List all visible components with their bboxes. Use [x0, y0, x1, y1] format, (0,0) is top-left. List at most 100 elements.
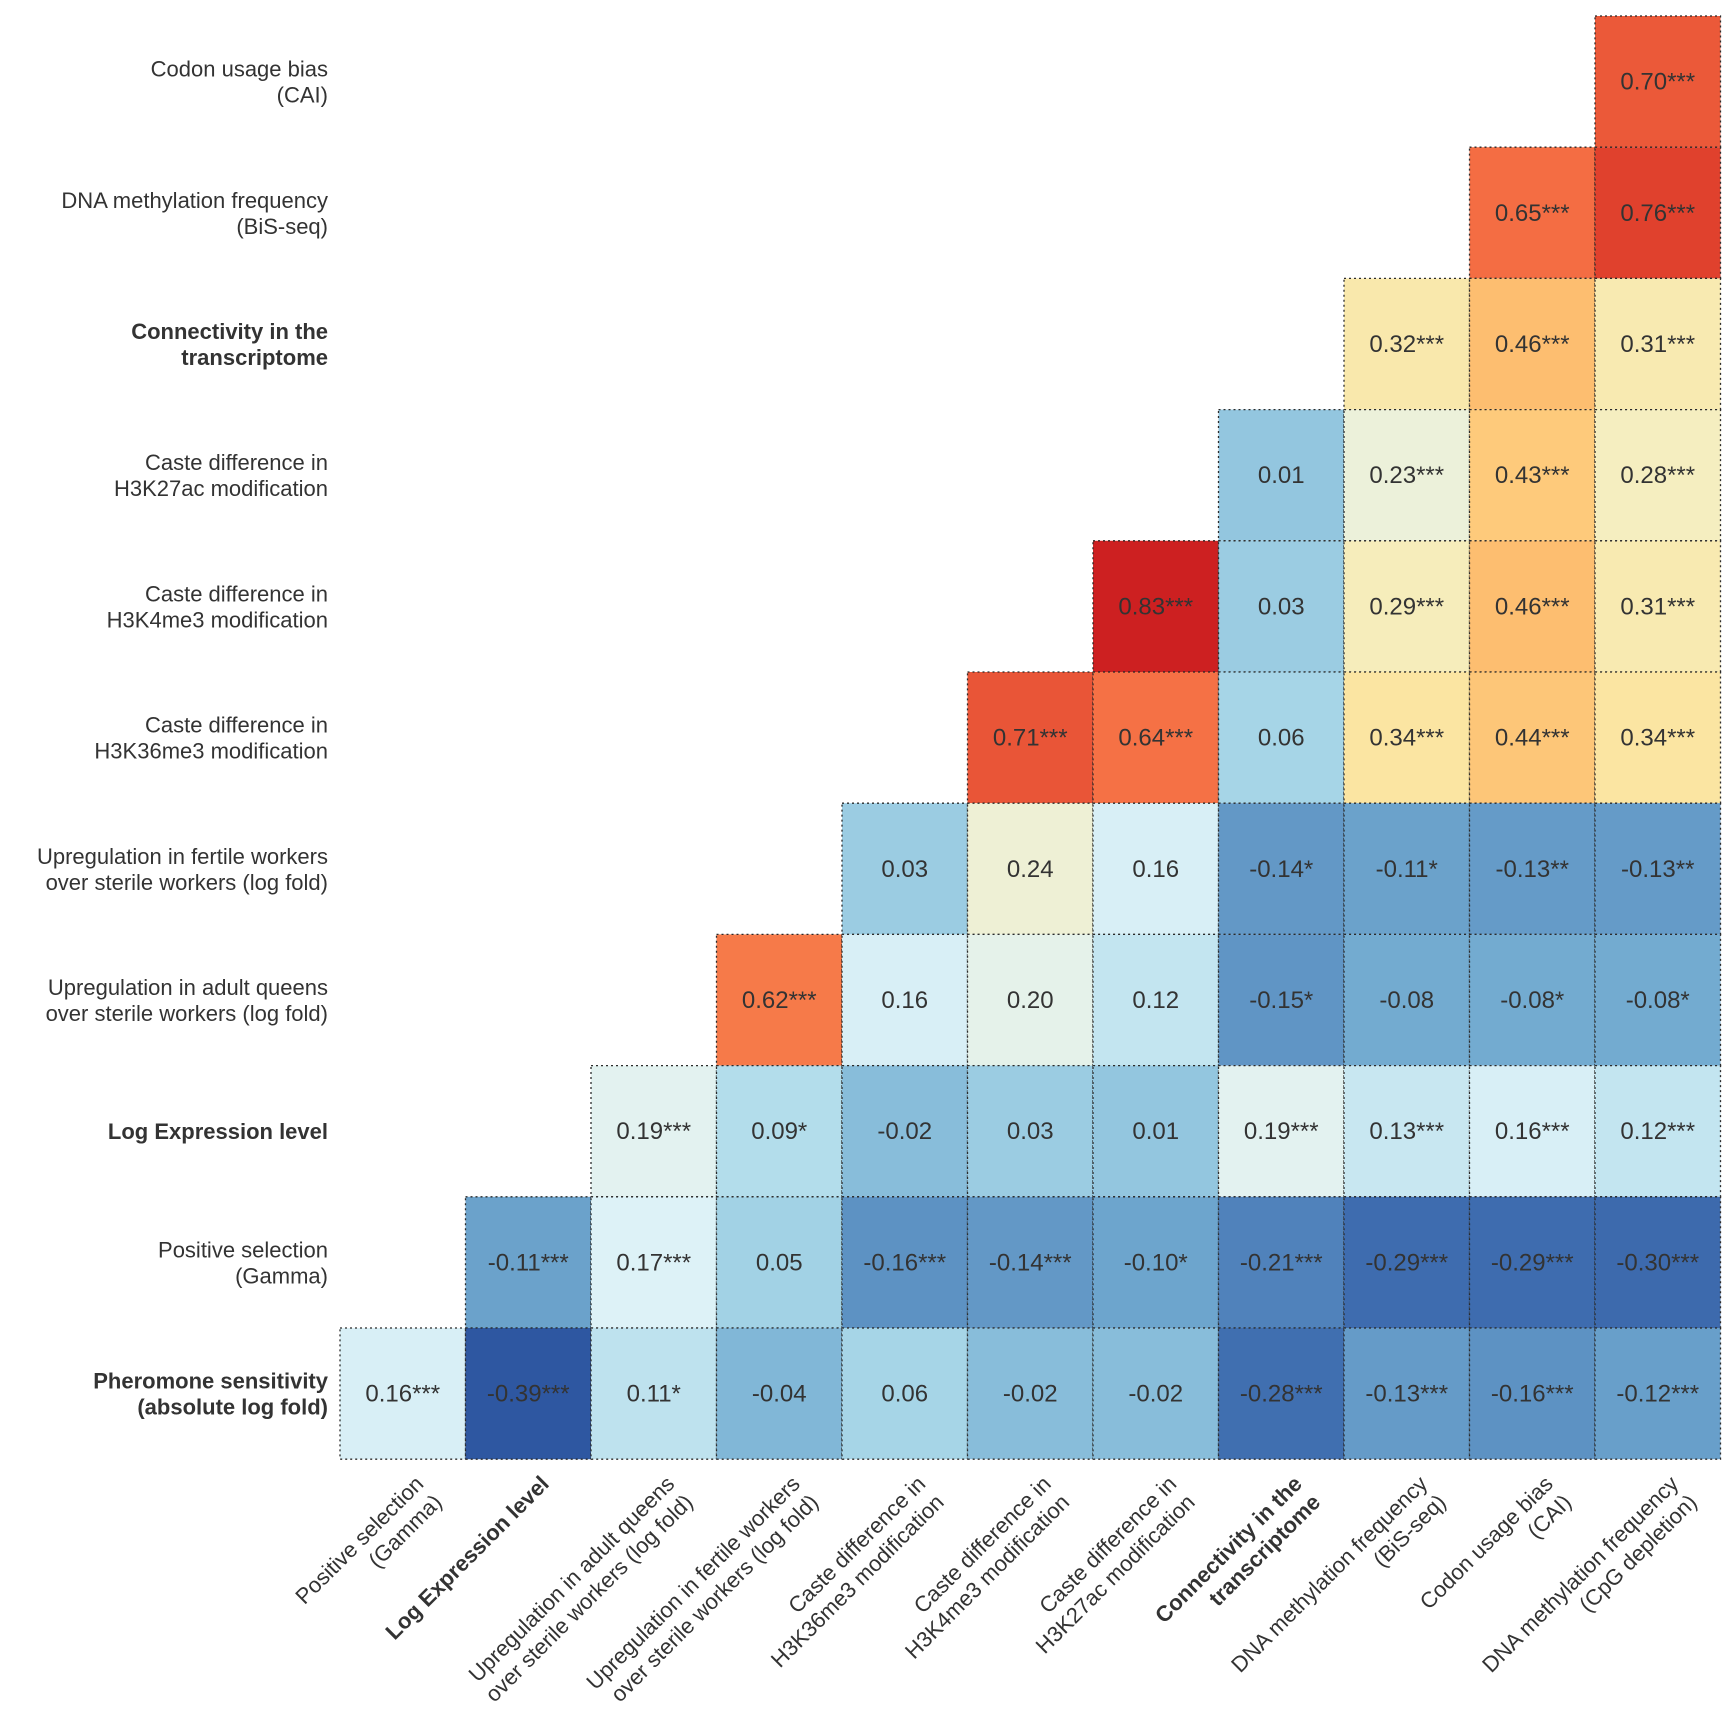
cell-value-label: 0.44***	[1495, 725, 1570, 752]
cell-value-label: 0.11*	[627, 1381, 681, 1408]
cell-value-label: -0.11***	[488, 1249, 569, 1276]
heatmap-cell: -0.13**	[1594, 802, 1722, 936]
cell-rect	[715, 1327, 843, 1460]
cell-value-label: -0.28***	[1240, 1381, 1323, 1408]
cell-value-label: -0.02	[1003, 1381, 1058, 1408]
cell-value-label: -0.29***	[1365, 1249, 1448, 1276]
cell-value-label: 0.19***	[1244, 1118, 1319, 1145]
cell-value-label: 0.64***	[1118, 725, 1193, 752]
cell-value-label: 0.01	[1132, 1118, 1179, 1145]
heatmap-cell: 0.16***	[339, 1327, 467, 1460]
heatmap-cell: 0.83***	[1092, 540, 1220, 673]
heatmap-cell: -0.08*	[1468, 933, 1596, 1067]
cell-rect	[966, 671, 1094, 804]
heatmap-cell: 0.16	[841, 933, 969, 1067]
cell-rect	[1217, 933, 1345, 1067]
heatmap-cell: 0.01	[1217, 408, 1345, 542]
cell-value-label: -0.16***	[1491, 1381, 1574, 1408]
heatmap-cell: 0.11*	[590, 1327, 718, 1460]
cell-rect	[1468, 671, 1596, 804]
cell-rect	[1092, 1064, 1220, 1198]
heatmap-cell: 0.76***	[1594, 146, 1722, 280]
heatmap-cell: 0.19***	[1217, 1064, 1345, 1198]
cell-value-label: 0.46***	[1495, 593, 1570, 620]
heatmap-cell: -0.13***	[1343, 1327, 1471, 1460]
cell-rect	[1343, 277, 1471, 411]
heatmap-cell: 0.28***	[1594, 408, 1722, 542]
cell-value-label: 0.13***	[1369, 1118, 1444, 1145]
cell-value-label: 0.71***	[993, 725, 1068, 752]
heatmap-cell: -0.13**	[1468, 802, 1596, 936]
heatmap-cell: -0.02	[1092, 1327, 1220, 1460]
cell-value-label: 0.29***	[1369, 593, 1444, 620]
cell-value-label: 0.06	[881, 1381, 928, 1408]
heatmap-cell: 0.31***	[1594, 540, 1722, 673]
heatmap-cell: 0.43***	[1468, 408, 1596, 542]
cell-rect	[1217, 1327, 1345, 1460]
cell-value-label: -0.14*	[1249, 856, 1313, 883]
cell-value-label: 0.46***	[1495, 331, 1570, 358]
heatmap-cell: -0.28***	[1217, 1327, 1345, 1460]
column-label: Upregulation in fertile workersover ster…	[581, 1471, 823, 1713]
cell-value-label: -0.13**	[1621, 856, 1694, 883]
cell-value-label: 0.34***	[1620, 725, 1695, 752]
heatmap-cell: -0.08	[1343, 933, 1471, 1067]
heatmap-cell: 0.24	[966, 802, 1094, 936]
cells-layer: 0.70*** 0.65*** 0.76*** 0.32*** 0.46*** 0.31*…	[339, 15, 1722, 1460]
cell-value-label: -0.39***	[487, 1381, 570, 1408]
row-label: Caste difference in H3K36me3 modification	[94, 713, 328, 764]
cell-value-label: 0.16	[1132, 856, 1179, 883]
cell-rect	[1594, 408, 1722, 542]
cell-value-label: 0.12***	[1620, 1118, 1695, 1145]
heatmap-cell: -0.30***	[1594, 1196, 1722, 1329]
cell-value-label: 0.83***	[1118, 593, 1193, 620]
heatmap-cell: 0.16	[1092, 802, 1220, 936]
row-labels: Codon usage bias (CAI) DNA methylation fre…	[37, 57, 329, 1420]
cell-value-label: -0.08	[1379, 987, 1434, 1014]
cell-value-label: -0.30***	[1616, 1249, 1699, 1276]
cell-rect	[1594, 933, 1722, 1067]
row-label: Pheromone sensitivity (absolute log fold)	[93, 1369, 329, 1420]
cell-value-label: 0.16	[881, 987, 928, 1014]
heatmap-cell: 0.31***	[1594, 277, 1722, 411]
cell-value-label: -0.16***	[863, 1249, 946, 1276]
cell-rect	[590, 1327, 718, 1460]
cell-value-label: 0.16***	[1495, 1118, 1570, 1145]
heatmap-cell: -0.16***	[1468, 1327, 1596, 1460]
heatmap-cell: 0.17***	[590, 1196, 718, 1329]
cell-rect	[1092, 1327, 1220, 1460]
cell-value-label: 0.76***	[1620, 200, 1695, 227]
cell-value-label: -0.02	[1128, 1381, 1183, 1408]
heatmap-cell: 0.64***	[1092, 671, 1220, 804]
cell-value-label: 0.03	[1258, 593, 1305, 620]
cell-rect	[841, 933, 969, 1067]
row-label: Log Expression level	[108, 1119, 328, 1144]
cell-value-label: 0.03	[881, 856, 928, 883]
heatmap-cell: -0.12***	[1594, 1327, 1722, 1460]
heatmap-cell: -0.14*	[1217, 802, 1345, 936]
heatmap-cell: -0.29***	[1343, 1196, 1471, 1329]
row-label: Connectivity in the transcriptome	[131, 319, 328, 370]
heatmap-cell: 0.20	[966, 933, 1094, 1067]
cell-rect	[1092, 802, 1220, 936]
cell-value-label: 0.19***	[616, 1118, 691, 1145]
heatmap-cell: 0.12	[1092, 933, 1220, 1067]
heatmap-cell: -0.14***	[966, 1196, 1094, 1329]
heatmap-cell: 0.19***	[590, 1064, 718, 1198]
cell-value-label: 0.01	[1258, 462, 1305, 489]
cell-rect	[966, 802, 1094, 936]
cell-rect	[966, 1327, 1094, 1460]
cell-value-label: -0.10*	[1124, 1249, 1188, 1276]
row-label: Upregulation in adult queens over sterile…	[46, 975, 328, 1026]
cell-value-label: 0.62***	[742, 987, 817, 1014]
row-label: Positive selection (Gamma)	[158, 1237, 328, 1288]
cell-rect	[1594, 146, 1722, 280]
cell-value-label: 0.43***	[1495, 462, 1570, 489]
heatmap-cell: -0.11***	[464, 1196, 592, 1329]
cell-rect	[1594, 1064, 1722, 1198]
column-labels: Positive selection(Gamma)Log Expression …	[290, 1471, 1701, 1713]
heatmap-cell: 0.09*	[715, 1064, 843, 1198]
cell-value-label: 0.16***	[365, 1381, 440, 1408]
